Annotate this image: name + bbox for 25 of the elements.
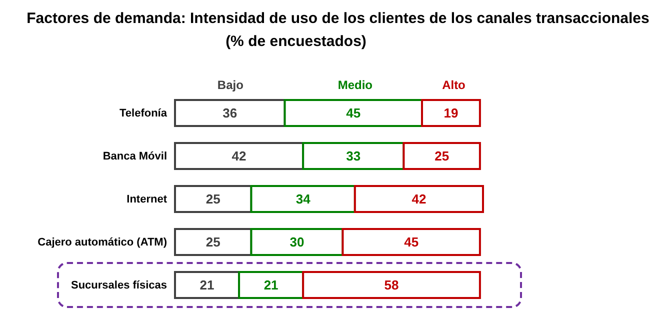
y-tick-label: Internet (126, 193, 168, 206)
data-label: 25 (206, 234, 220, 250)
data-label: 19 (444, 106, 458, 121)
y-tick-label: Sucursales físicas (70, 279, 167, 292)
data-label: 42 (232, 148, 246, 164)
chart-title: Factores de demanda: Intensidad de uso de los clientes de los canales transaccionales (26, 10, 650, 27)
series-label: Medio (336, 78, 374, 92)
data-label: 58 (384, 278, 399, 293)
data-label: 30 (290, 234, 304, 250)
chart-subtitle: (% de encuestados) (224, 33, 368, 50)
data-label: 21 (200, 278, 214, 293)
data-label: 45 (404, 234, 419, 250)
data-label: 45 (346, 106, 361, 121)
data-label: 25 (434, 148, 450, 164)
data-label: 36 (222, 106, 238, 121)
series-label: Alto (441, 78, 466, 92)
series-label: Bajo (216, 78, 244, 92)
y-tick-label: Cajero automático (ATM) (38, 236, 168, 248)
data-label: 33 (346, 148, 361, 164)
data-label: 34 (296, 192, 312, 207)
data-label: 25 (206, 192, 220, 207)
data-label: 42 (412, 192, 426, 207)
y-tick-label: Telefonía (120, 107, 168, 120)
data-label: 21 (264, 278, 278, 293)
y-tick-label: Banca Móvil (102, 150, 167, 162)
